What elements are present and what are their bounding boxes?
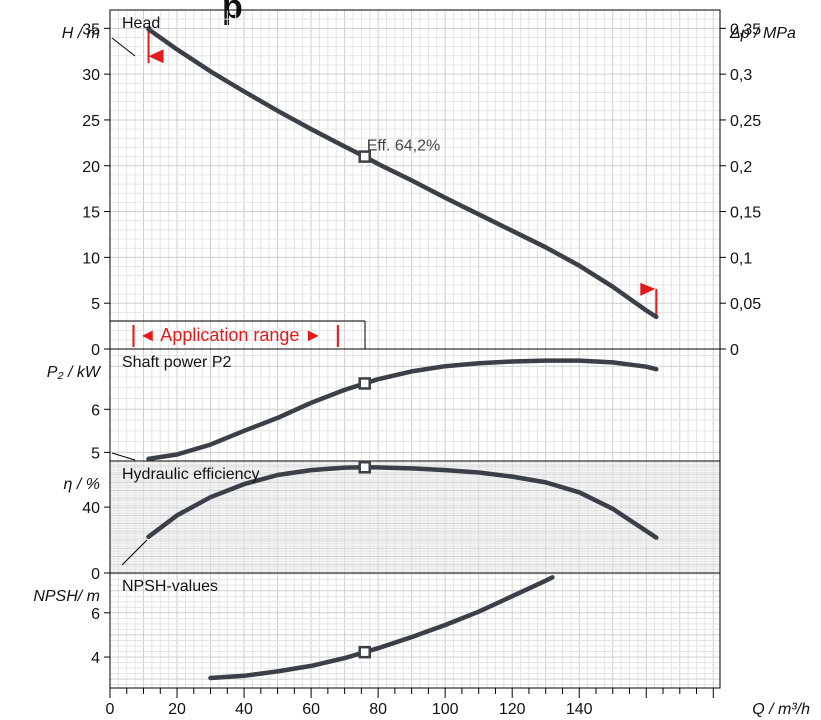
y-tick-label: 6 bbox=[91, 606, 100, 623]
y-tick-label: 40 bbox=[82, 500, 100, 517]
range-end-flag bbox=[640, 282, 656, 296]
range-start-flag bbox=[148, 49, 164, 64]
curve-hydraulic-efficiency bbox=[146, 465, 659, 540]
y2-tick-label: 0,1 bbox=[730, 250, 752, 267]
y-axis-title: P₂ / kW bbox=[47, 364, 102, 381]
operating-point-marker bbox=[358, 461, 371, 474]
y-tick-label: 4 bbox=[91, 650, 100, 667]
y-tick-label: 30 bbox=[82, 67, 100, 84]
y-tick-label: 10 bbox=[82, 250, 100, 267]
y-tick-label: 5 bbox=[91, 296, 100, 313]
leader-line bbox=[111, 452, 136, 461]
plot-border bbox=[109, 9, 721, 689]
x-tick-label: 20 bbox=[168, 701, 186, 718]
y2-tick-label: 0,2 bbox=[730, 159, 752, 176]
y-axis-title: η / % bbox=[64, 476, 100, 493]
application-range-label: ◄ Application range ► bbox=[138, 325, 322, 345]
operating-point-marker bbox=[358, 645, 371, 659]
x-tick-label: 0 bbox=[106, 701, 115, 718]
curve-head bbox=[146, 26, 659, 320]
x-tick-label: 120 bbox=[499, 701, 526, 718]
y-tick-label: 0 bbox=[91, 566, 100, 583]
panel-title: Hydraulic efficiency bbox=[122, 466, 260, 483]
y2-tick-label: 0,3 bbox=[730, 67, 752, 84]
x-tick-label: 60 bbox=[302, 701, 320, 718]
chart-frame bbox=[104, 9, 726, 698]
y-tick-label: 15 bbox=[82, 205, 100, 222]
leader-line bbox=[121, 539, 148, 566]
curve-shaft-power-p2 bbox=[146, 358, 659, 462]
leader-line bbox=[111, 37, 136, 57]
page-title-fragment: p bbox=[222, 0, 243, 26]
panel-title: NPSH-values bbox=[122, 578, 218, 595]
curves bbox=[146, 26, 659, 681]
x-tick-label: 100 bbox=[432, 701, 459, 718]
y-axis-title: H / m bbox=[62, 25, 100, 42]
y2-tick-label: 0,05 bbox=[730, 296, 761, 313]
y-axis-title: NPSH/ m bbox=[33, 588, 100, 605]
x-tick-label: 40 bbox=[235, 701, 253, 718]
y-tick-label: 0 bbox=[91, 342, 100, 359]
curve-npsh-values bbox=[208, 575, 555, 681]
panel-title: Head bbox=[122, 15, 160, 32]
y-tick-label: 5 bbox=[91, 445, 100, 462]
y2-tick-label: 0,15 bbox=[730, 205, 761, 222]
efficiency-annotation: Eff. 64,2% bbox=[367, 138, 441, 155]
operating-point-marker bbox=[358, 377, 371, 390]
y2-tick-label: 0 bbox=[730, 342, 739, 359]
y-tick-label: 25 bbox=[82, 113, 100, 130]
axis-labels: 0 5 10 15 20 25 30 35 Head H / m 0 0,05 0,1 0,15 0,2 0,… bbox=[33, 15, 810, 718]
x-axis-title: Q / m³/h bbox=[752, 701, 810, 718]
y2-tick-label: 0,25 bbox=[730, 113, 761, 130]
operating-point-marker bbox=[358, 150, 371, 163]
y-tick-label: 20 bbox=[82, 159, 100, 176]
y-tick-label: 35 bbox=[82, 21, 100, 38]
y2-tick-label: 0,35 bbox=[730, 21, 761, 38]
panel-title: Shaft power P2 bbox=[122, 354, 232, 371]
y2-axis-title: Δp / MPa bbox=[729, 25, 796, 42]
x-tick-label: 80 bbox=[369, 701, 387, 718]
x-tick-label: 140 bbox=[566, 701, 593, 718]
y-tick-label: 6 bbox=[91, 402, 100, 419]
